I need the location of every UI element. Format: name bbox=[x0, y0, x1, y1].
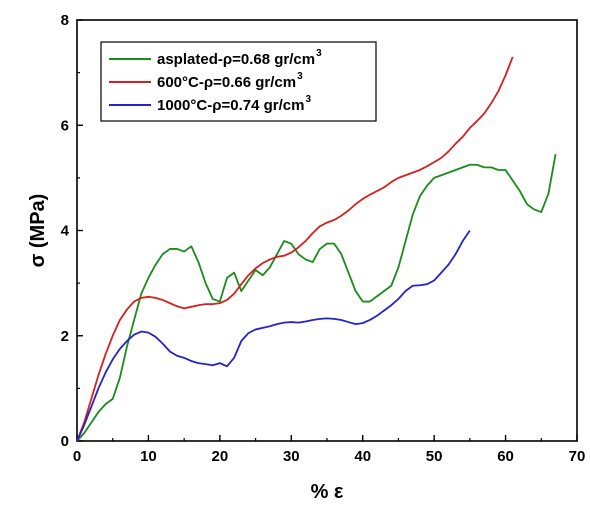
x-tick-label: 20 bbox=[212, 448, 229, 465]
series-line-1 bbox=[76, 154, 557, 442]
x-tick-label: 10 bbox=[140, 448, 157, 465]
x-axis-title: % ε bbox=[311, 481, 344, 503]
y-tick-label: 2 bbox=[61, 328, 69, 345]
x-tick-label: 60 bbox=[497, 448, 514, 465]
y-tick-label: 6 bbox=[61, 117, 69, 134]
legend-label-3: 1000°C-ρ=0.74 gr/cm3 bbox=[157, 94, 311, 114]
y-axis-title: σ (MPa) bbox=[27, 194, 49, 268]
y-tick-label: 0 bbox=[61, 433, 69, 450]
x-tick-label: 40 bbox=[354, 448, 371, 465]
series-line-2 bbox=[76, 56, 514, 442]
legend: asplated-ρ=0.68 gr/cm3 600°C-ρ=0.66 gr/cm… bbox=[100, 41, 377, 122]
x-tick-label: 30 bbox=[283, 448, 300, 465]
y-axis-ticks: 0 2 4 6 8 bbox=[61, 12, 83, 450]
x-tick-label: 0 bbox=[73, 448, 81, 465]
x-tick-label: 50 bbox=[426, 448, 443, 465]
series-line-3 bbox=[76, 229, 471, 442]
x-tick-label: 70 bbox=[569, 448, 586, 465]
series-layer bbox=[76, 56, 557, 442]
y-tick-label: 8 bbox=[61, 12, 69, 29]
legend-label-2: 600°C-ρ=0.66 gr/cm3 bbox=[157, 71, 303, 91]
y-tick-label: 4 bbox=[61, 223, 70, 240]
legend-label-1: asplated-ρ=0.68 gr/cm3 bbox=[157, 48, 322, 68]
x-axis-ticks: 0 10 20 30 40 50 60 70 bbox=[73, 435, 586, 465]
